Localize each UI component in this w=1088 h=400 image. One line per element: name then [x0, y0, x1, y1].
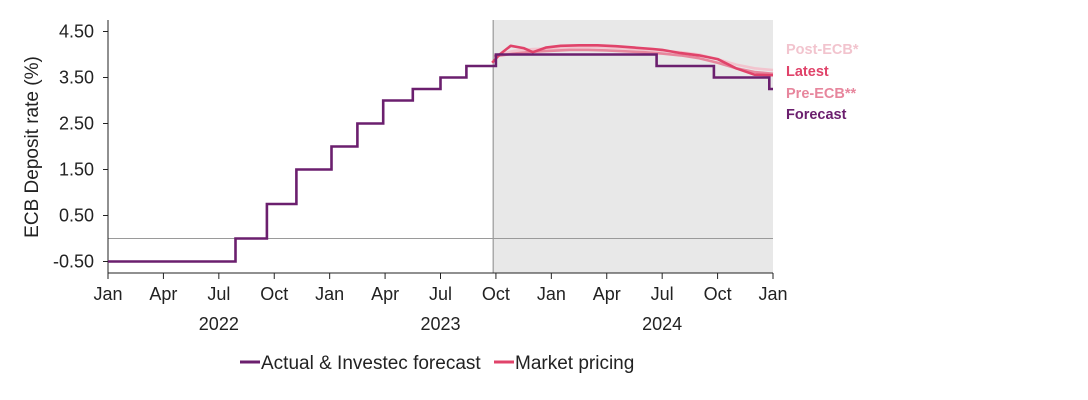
x-tick-label: Apr — [371, 284, 399, 304]
legend-label: Actual & Investec forecast — [261, 353, 481, 374]
x-tick-label: Jul — [651, 284, 674, 304]
x-tick-label: Oct — [260, 284, 288, 304]
x-tick-label: Jan — [758, 284, 787, 304]
y-tick-label: -0.50 — [53, 252, 94, 272]
y-axis-title: ECB Deposit rate (%) — [22, 56, 43, 238]
forecast-shaded-region — [493, 20, 773, 273]
x-tick-label: Jul — [207, 284, 230, 304]
y-tick-label: 3.50 — [59, 68, 94, 88]
y-tick-label: 2.50 — [59, 114, 94, 134]
annotation-label: Post-ECB* — [786, 42, 859, 58]
x-tick-label: Apr — [149, 284, 177, 304]
series-group — [108, 44, 774, 263]
x-tick-label: Jul — [429, 284, 452, 304]
year-label: 2024 — [642, 314, 682, 334]
x-tick-label: Oct — [482, 284, 510, 304]
year-label: 2023 — [420, 314, 460, 334]
y-axis-ticks: 4.50 3.50 2.50 1.50 0.50 -0.50 — [53, 22, 108, 272]
legend: Actual & Investec forecast Market pricing — [240, 353, 634, 374]
x-tick-label: Apr — [593, 284, 621, 304]
x-tick-label: Jan — [93, 284, 122, 304]
legend-label: Market pricing — [515, 353, 634, 374]
year-labels: 2022 2023 2024 — [199, 314, 682, 334]
x-tick-label: Oct — [704, 284, 732, 304]
annotation-label: Pre-ECB** — [786, 86, 856, 102]
annotation-label: Forecast — [786, 107, 847, 123]
y-tick-label: 1.50 — [59, 160, 94, 180]
x-tick-label: Jan — [315, 284, 344, 304]
year-label: 2022 — [199, 314, 239, 334]
series-line-latest — [491, 44, 774, 77]
x-axis-ticks: Jan Apr Jul Oct Jan Apr Jul Oct Jan Apr Jul Oct Jan — [93, 273, 788, 304]
annotation-label: Latest — [786, 64, 829, 80]
series-line-pre-ecb — [493, 48, 774, 76]
annotations: Post-ECB* Latest Pre-ECB** Forecast — [786, 42, 859, 123]
x-tick-label: Jan — [537, 284, 566, 304]
series-line-actual-investec-forecast — [108, 53, 773, 263]
y-tick-label: 4.50 — [59, 22, 94, 42]
y-tick-label: 0.50 — [59, 206, 94, 226]
